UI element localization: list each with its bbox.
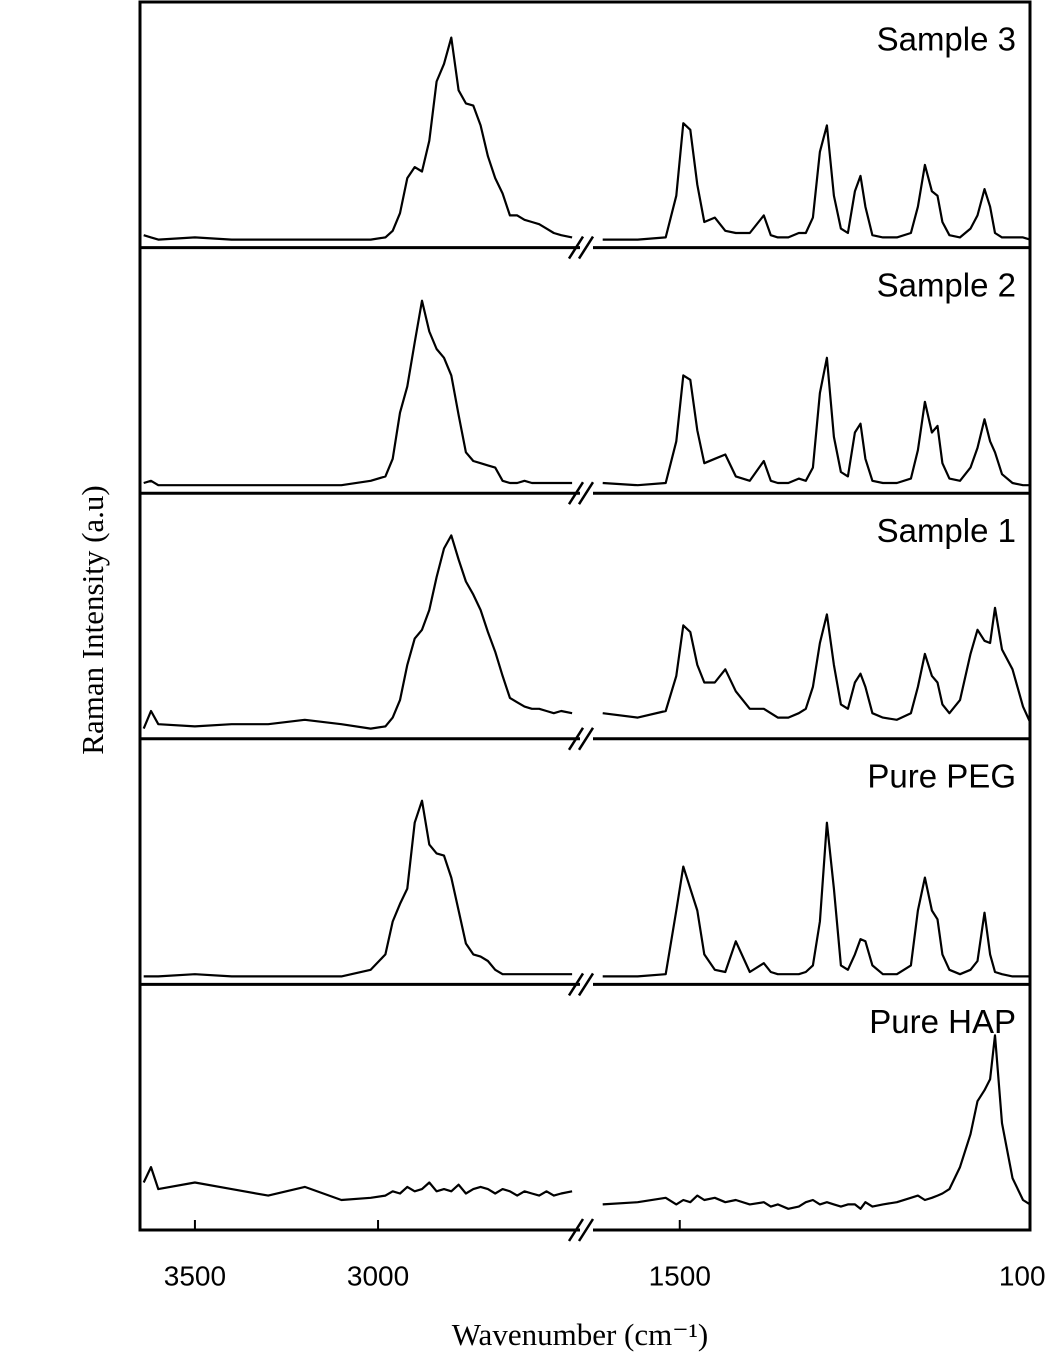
- axis-break-mark: [567, 235, 585, 260]
- x-tick-label: 1000: [999, 1260, 1045, 1291]
- panel-label: Sample 2: [877, 266, 1016, 303]
- panel-label: Pure HAP: [869, 1003, 1016, 1040]
- axis-break-mark: [577, 972, 595, 997]
- x-tick-label: 3000: [347, 1260, 409, 1291]
- plot-frame: [138, 0, 1032, 1232]
- x-tick-label: 1500: [649, 1260, 711, 1291]
- axis-break-mark: [577, 235, 595, 260]
- axis-break-mark: [577, 727, 595, 751]
- panel-label: Sample 1: [877, 512, 1016, 549]
- spectrum-line: [142, 534, 1032, 730]
- spectrum-line: [143, 36, 1031, 241]
- panel-label: Sample 3: [877, 21, 1016, 58]
- spectrum-line: [143, 299, 1030, 487]
- axis-break-mark: [567, 972, 585, 997]
- panel-label: Pure PEG: [867, 758, 1016, 795]
- x-tick-label: 3500: [164, 1260, 226, 1291]
- x-axis-title: Wavenumber (cm⁻¹): [452, 1317, 708, 1352]
- y-axis-title: Raman Intensity (a.u): [75, 485, 110, 754]
- axis-break-mark: [567, 1218, 585, 1242]
- spectrum-line: [143, 799, 1030, 978]
- axis-break-mark: [567, 727, 585, 751]
- axis-break-mark: [577, 1218, 595, 1242]
- spectrum-line: [142, 1034, 1031, 1210]
- axis-break-mark: [567, 481, 585, 505]
- axis-break-mark: [577, 481, 595, 505]
